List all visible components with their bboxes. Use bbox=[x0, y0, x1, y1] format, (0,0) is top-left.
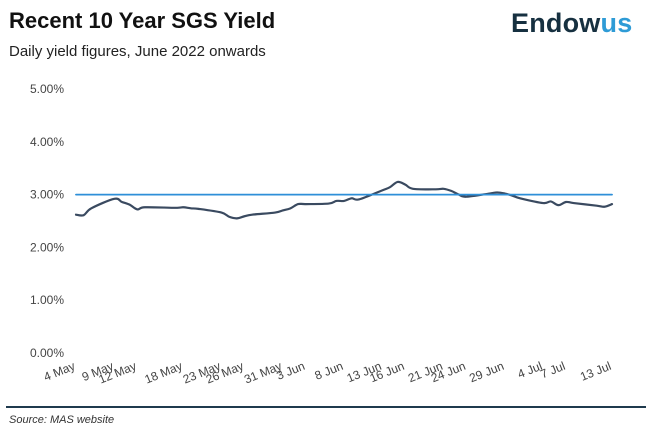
y-tick-label: 0.00% bbox=[30, 346, 64, 360]
x-tick-label: 29 Jun bbox=[467, 359, 506, 385]
x-tick-label: 18 May bbox=[143, 359, 185, 387]
y-axis-ticks: 0.00% 1.00% 2.00% 3.00% 4.00% 5.00% bbox=[30, 82, 64, 360]
x-tick-label: 13 Jul bbox=[578, 359, 613, 384]
brand-logo-part2: us bbox=[600, 8, 633, 38]
y-tick-label: 1.00% bbox=[30, 293, 64, 307]
x-tick-label: 7 Jul bbox=[538, 359, 567, 381]
brand-logo: Endowus bbox=[511, 8, 632, 39]
y-tick-label: 5.00% bbox=[30, 82, 64, 96]
y-tick-label: 3.00% bbox=[30, 188, 64, 202]
y-tick-label: 4.00% bbox=[30, 135, 64, 149]
x-tick-label: 8 Jun bbox=[313, 359, 345, 383]
chart-subtitle: Daily yield figures, June 2022 onwards bbox=[9, 43, 266, 60]
chart-title: Recent 10 Year SGS Yield bbox=[9, 8, 276, 33]
yield-series-line bbox=[74, 180, 614, 220]
series-layer bbox=[74, 180, 614, 220]
footer-divider bbox=[6, 406, 646, 408]
source-note: Source: MAS website bbox=[9, 414, 115, 426]
x-tick-label: 4 May bbox=[42, 359, 78, 384]
brand-logo-part1: Endow bbox=[511, 8, 601, 38]
y-tick-label: 2.00% bbox=[30, 240, 64, 254]
